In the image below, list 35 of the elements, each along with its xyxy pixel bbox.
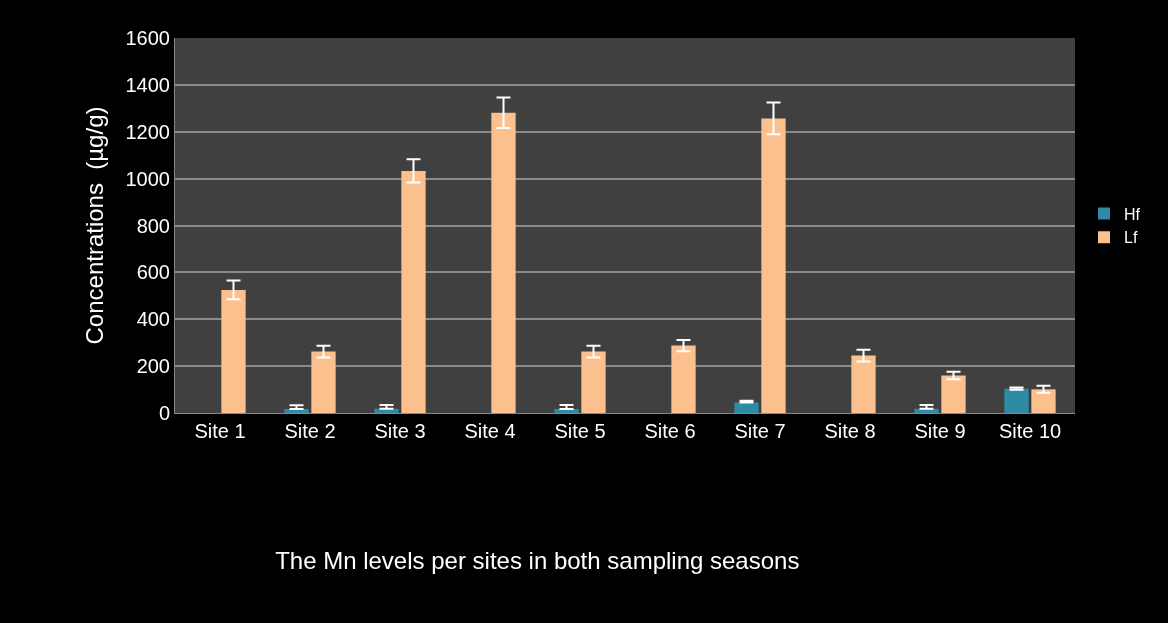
y-tick-label: 800 [136,214,170,237]
bar [941,375,966,413]
bar [1031,389,1056,413]
y-tick-label: 0 [158,402,170,424]
x-tick-label: Site 9 [914,420,966,442]
bar [1004,388,1029,413]
bar [671,345,696,413]
text: The Mn levels per sites in both sampling seasons [275,547,800,575]
x-tick-label: Site 8 [824,420,876,442]
x-tick-label: Site 6 [644,420,696,442]
x-tick-label: Site 5 [554,420,606,442]
legend-label: Lf [1124,229,1138,247]
bar [761,118,786,413]
bar [491,112,516,413]
legend-label: Hf [1124,205,1141,223]
x-tick-label: Site 10 [998,420,1062,442]
bar [734,402,759,413]
y-tick-label: 1000 [125,167,170,190]
y-tick-label: 1600 [125,27,170,49]
y-tick-label: 1200 [125,120,170,143]
y-tick-label: 1400 [125,73,170,96]
x-tick-label: Site 1 [194,420,246,442]
bar [311,351,336,413]
y-tick-label: 600 [136,261,170,284]
y-tick-label: 200 [136,355,170,378]
bar [581,351,606,413]
y-axis-title: Concentrations (µg/g) [80,106,108,345]
x-tick-label: Site 2 [284,420,336,442]
x-tick-label: Site 3 [374,420,426,442]
bar [221,289,246,413]
bar [851,355,876,413]
y-tick-label: 400 [136,308,170,331]
x-tick-label: Site 4 [464,420,516,442]
x-tick-label: Site 7 [734,420,786,442]
bar [401,170,426,413]
